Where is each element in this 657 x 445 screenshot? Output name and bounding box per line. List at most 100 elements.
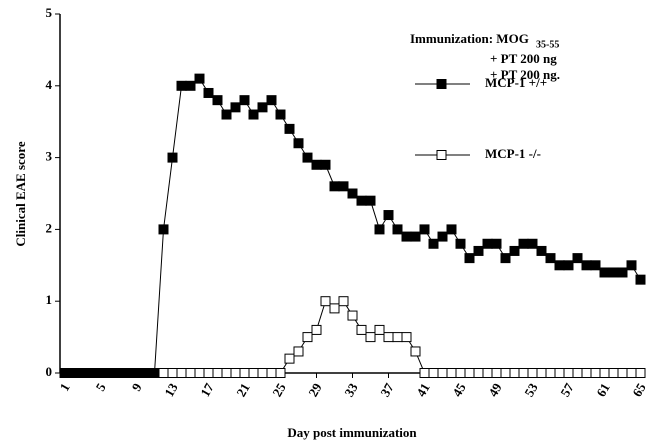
x-axis-title: Day post immunization [287, 425, 417, 440]
data-point [464, 253, 475, 264]
data-point [428, 368, 439, 378]
data-point [266, 368, 277, 378]
data-point [518, 368, 529, 378]
data-point [140, 368, 151, 378]
data-point [392, 332, 403, 343]
x-tick-label: 57 [557, 380, 577, 399]
data-point [275, 368, 286, 378]
data-point [356, 324, 367, 335]
data-point [491, 238, 502, 249]
data-point [536, 245, 547, 256]
data-point [563, 260, 574, 271]
data-point [329, 181, 340, 192]
x-tick-label: 21 [233, 380, 252, 399]
data-point [617, 368, 628, 378]
data-point [554, 368, 565, 378]
data-point [455, 368, 466, 378]
data-point [185, 368, 196, 378]
y-tick-label: 2 [46, 220, 53, 235]
annotation: + PT 200 ng [490, 51, 557, 66]
data-point [410, 346, 421, 357]
data-point [320, 296, 331, 307]
data-point [320, 159, 331, 170]
data-point [383, 210, 394, 221]
data-point [554, 260, 565, 271]
data-point [338, 296, 349, 307]
data-point [302, 152, 313, 163]
data-point [284, 123, 295, 134]
x-tick-label: 5 [92, 380, 108, 394]
x-tick-label: 65 [629, 380, 649, 399]
data-point [158, 224, 169, 235]
y-tick-label: 5 [46, 5, 53, 20]
data-point [563, 368, 574, 378]
data-point [338, 181, 349, 192]
data-point [590, 368, 601, 378]
data-point [311, 324, 322, 335]
data-point [149, 368, 160, 378]
data-point [437, 368, 448, 378]
x-tick-label: 1 [56, 380, 72, 393]
x-tick-label: 53 [521, 380, 541, 399]
data-point [167, 152, 178, 163]
x-tick-label: 25 [269, 380, 289, 399]
legend-marker [436, 79, 447, 89]
data-point [356, 195, 367, 206]
series-line [64, 77, 641, 374]
data-point [608, 368, 619, 378]
data-point [203, 368, 214, 378]
data-point [545, 368, 556, 378]
legend-label: MCP-1 -/- [485, 146, 541, 161]
data-point [401, 332, 412, 343]
data-point [590, 260, 601, 271]
data-point [482, 238, 493, 249]
data-point [536, 368, 547, 378]
y-tick-label: 4 [46, 77, 53, 92]
data-point [392, 224, 403, 235]
data-point [365, 195, 376, 206]
y-axis-title: Clinical EAE score [13, 141, 28, 246]
data-point [617, 267, 628, 278]
data-point [374, 224, 385, 235]
data-point [473, 368, 484, 378]
data-point [464, 368, 475, 378]
data-point [293, 138, 304, 149]
legend-label: MCP-1 +/+ [485, 75, 547, 90]
data-point [329, 303, 340, 314]
data-point [500, 368, 511, 378]
annotation: 35-55 [536, 39, 559, 50]
data-point [194, 73, 205, 84]
data-point [518, 238, 529, 249]
data-point [158, 368, 169, 378]
x-tick-label: 41 [413, 380, 432, 399]
data-point [131, 368, 142, 378]
data-point [482, 368, 493, 378]
data-point [194, 368, 205, 378]
data-point [419, 224, 430, 235]
data-point [185, 80, 196, 91]
data-point [167, 368, 178, 378]
data-point [266, 95, 277, 106]
data-point [221, 109, 232, 120]
y-tick-label: 3 [46, 149, 53, 164]
data-point [626, 260, 637, 271]
data-point [203, 87, 214, 98]
data-point [86, 368, 97, 378]
data-point [347, 188, 358, 199]
data-point [581, 260, 592, 271]
legend-marker [436, 150, 447, 160]
data-point [419, 368, 430, 378]
data-point [608, 267, 619, 278]
data-point [347, 310, 358, 321]
x-tick-label: 37 [377, 380, 397, 399]
data-point [95, 368, 106, 378]
data-point [374, 324, 385, 335]
data-point [446, 368, 457, 378]
data-point [365, 332, 376, 343]
data-point [239, 95, 250, 106]
data-point [635, 274, 646, 285]
data-point [212, 368, 223, 378]
data-point [545, 253, 556, 264]
data-point [635, 368, 646, 378]
